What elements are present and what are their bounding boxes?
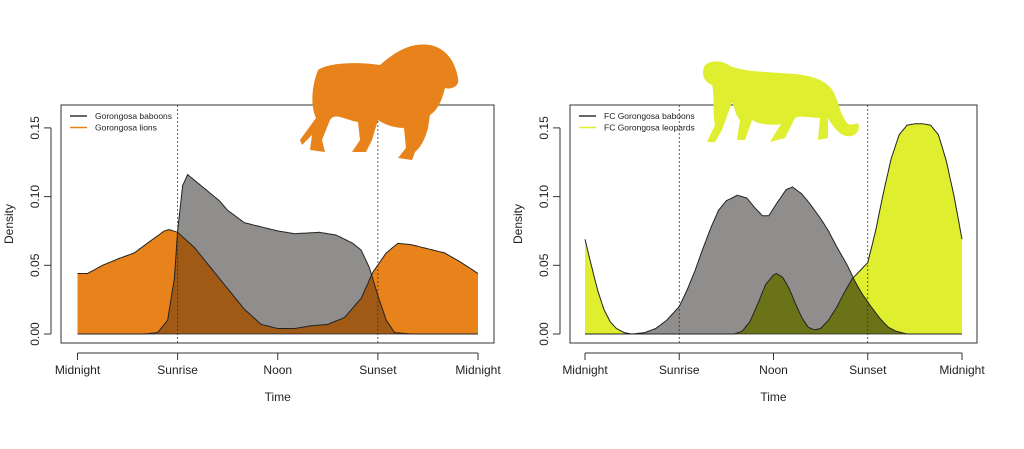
legend-label: Gorongosa lions bbox=[95, 123, 157, 133]
density-area-0 bbox=[585, 187, 962, 334]
x-tick-label: Noon bbox=[263, 363, 292, 377]
y-tick-label: 0.10 bbox=[537, 185, 551, 209]
x-tick-label: Sunrise bbox=[157, 363, 198, 377]
x-tick-label: Midnight bbox=[455, 363, 501, 377]
lion-silhouette-icon bbox=[300, 44, 459, 161]
x-axis-title: Time bbox=[265, 390, 292, 404]
density-line-0 bbox=[585, 186, 962, 335]
x-tick-label: Sunrise bbox=[659, 363, 700, 377]
x-tick-label: Noon bbox=[759, 363, 788, 377]
y-tick-label: 0.00 bbox=[537, 322, 551, 346]
plot-frame bbox=[60, 104, 495, 344]
x-tick-label: Midnight bbox=[55, 363, 101, 377]
x-axis-title: Time bbox=[760, 390, 787, 404]
leopard-silhouette-icon bbox=[702, 61, 859, 142]
density-line-1 bbox=[77, 229, 479, 329]
legend-label: Gorongosa baboons bbox=[95, 111, 172, 121]
x-tick-label: Midnight bbox=[562, 363, 608, 377]
legend-label: FC Gorongosa baboons bbox=[604, 111, 695, 121]
chart-panel-0: Midnight Sunrise Noon Sunset Midnight Time 0.0… bbox=[2, 104, 501, 404]
y-tick-label: 0.10 bbox=[28, 185, 42, 209]
x-tick-label: Midnight bbox=[939, 363, 985, 377]
legend-label: FC Gorongosa leopards bbox=[604, 123, 695, 133]
y-axis-title: Density bbox=[2, 204, 16, 244]
chart-panel-1: Midnight Sunrise Noon Sunset Midnight Time 0.0… bbox=[511, 104, 985, 404]
y-axis-title: Density bbox=[511, 204, 525, 244]
y-tick-label: 0.15 bbox=[28, 116, 42, 140]
y-tick-label: 0.00 bbox=[28, 322, 42, 346]
y-tick-label: 0.05 bbox=[537, 253, 551, 277]
y-tick-label: 0.05 bbox=[28, 253, 42, 277]
y-tick-label: 0.15 bbox=[537, 116, 551, 140]
x-tick-label: Sunset bbox=[849, 363, 887, 377]
x-tick-label: Sunset bbox=[359, 363, 397, 377]
